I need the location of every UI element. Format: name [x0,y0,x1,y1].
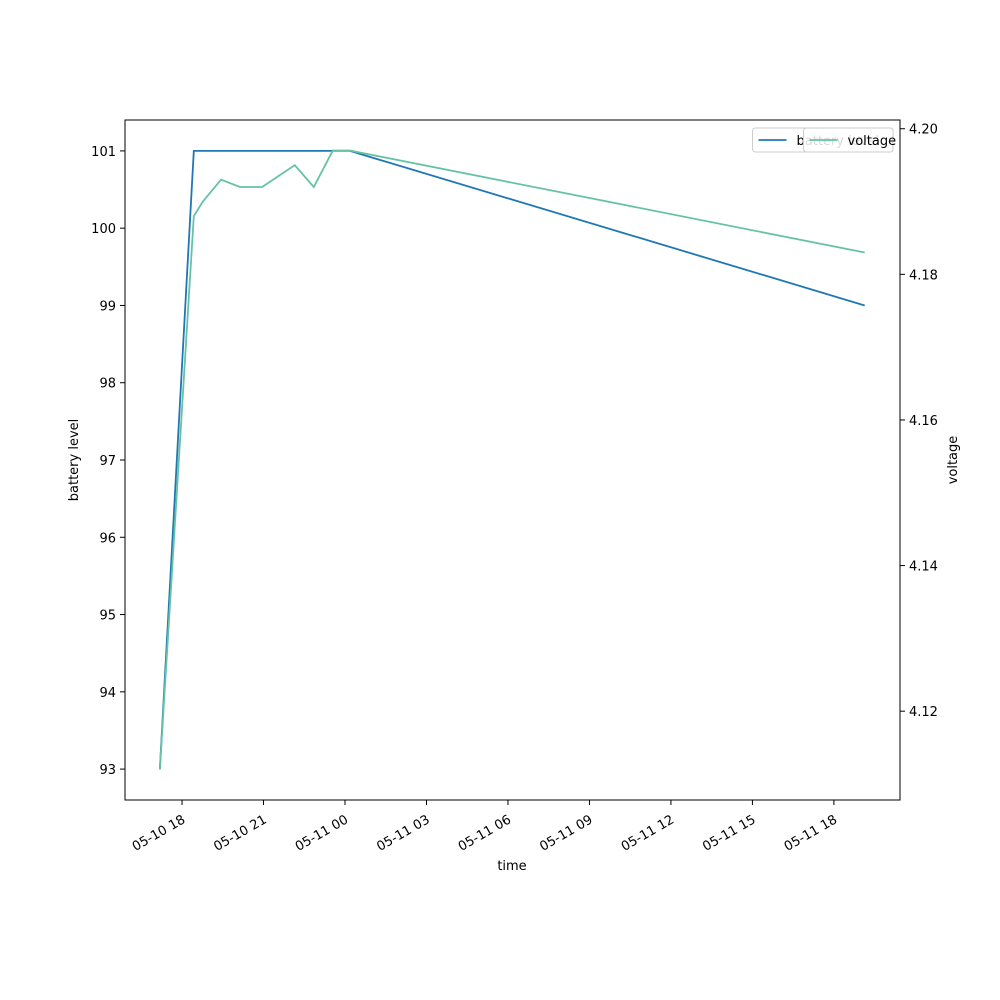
y-tick-label: 94 [99,686,116,701]
legend-box [803,127,894,153]
y2-tick-label: 4.18 [909,268,938,283]
y2-tick-label: 4.14 [909,560,938,575]
y-axis-label: battery level [67,419,82,502]
series-line [158,150,865,770]
y-tick-label: 100 [91,222,116,237]
y-tick-label: 97 [99,454,116,469]
y-tick-label: 93 [99,763,116,778]
y2-tick-label: 4.12 [909,705,938,720]
x-axis-label: time [497,859,526,874]
series-line [158,149,865,770]
y2-tick-label: 4.20 [909,123,938,138]
y-tick-label: 96 [99,531,116,546]
y-tick-label: 95 [99,609,116,624]
y-tick-label: 99 [99,299,116,314]
plot-frame [124,119,901,801]
y-tick-label: 98 [99,377,116,392]
y2-axis-label: voltage [946,436,961,485]
legend-label: voltage [848,134,897,149]
y-tick-label: 101 [91,145,116,160]
y2-tick-label: 4.16 [909,414,938,429]
